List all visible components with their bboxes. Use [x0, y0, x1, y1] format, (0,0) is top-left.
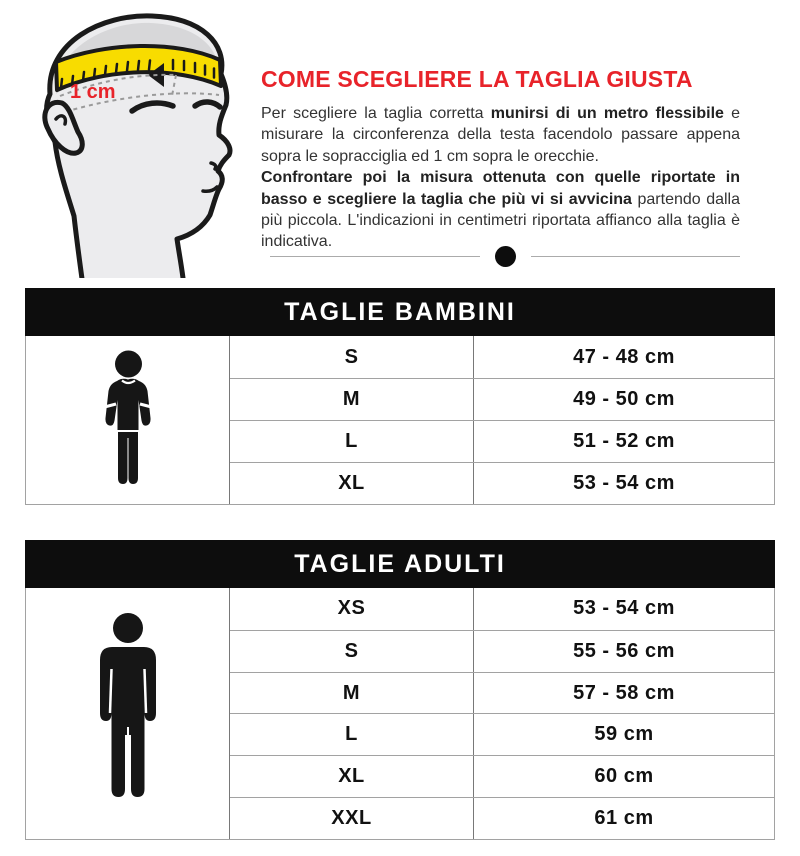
size-range: 53 - 54 cm [573, 597, 675, 620]
table-row: M 57 - 58 cm [230, 671, 774, 714]
size-range: 47 - 48 cm [573, 345, 675, 368]
table-row: XS 53 - 54 cm [230, 588, 774, 630]
intro-seg4-bold: Confrontare poi la misura ottenuta con q… [261, 169, 740, 208]
table-row: L 51 - 52 cm [230, 420, 774, 462]
section-divider [270, 245, 740, 267]
size-range: 49 - 50 cm [573, 388, 675, 410]
table-row: S 55 - 56 cm [230, 629, 774, 672]
page-title: COME SCEGLIERE LA TAGLIA GIUSTA [261, 66, 693, 92]
divider-line-left [270, 255, 480, 257]
intro-seg5: partendo dalla più piccola. L'indicazion… [261, 190, 741, 251]
size-label: M [230, 379, 474, 420]
table-taglie-adulti: TAGLIE ADULTI XS 53 - 54 cm [25, 540, 775, 840]
figure-cell-adult [26, 588, 230, 839]
dashed-guides [57, 73, 220, 115]
size-range: 61 cm [594, 807, 654, 830]
eyebrows [129, 99, 223, 114]
size-label: S [230, 336, 474, 378]
intro-seg2-bold: munirsi di un metro flessibile [490, 105, 724, 122]
size-range: 55 - 56 cm [573, 639, 675, 662]
size-label: XXL [230, 798, 474, 839]
table-row: S 47 - 48 cm [230, 336, 774, 378]
ear-inner [54, 114, 68, 126]
divider-line-right [530, 255, 740, 257]
intro-seg1: Per scegliere la taglia corretta [261, 105, 491, 122]
size-range: 60 cm [594, 765, 654, 788]
table-row: XXL 61 cm [230, 797, 774, 839]
table-row: XL 60 cm [230, 755, 774, 798]
adult-silhouette-icon [99, 613, 156, 798]
size-range: 53 - 54 cm [573, 472, 675, 494]
size-tables: TAGLIE BAMBINI S 47 - 48 cm [25, 288, 775, 840]
table-row: XL 53 - 54 cm [230, 462, 774, 504]
size-range: 57 - 58 cm [573, 681, 675, 704]
how-to-measure-section: 1 cm COME SCEGLIERE LA TAGLIA GIUSTA Per… [0, 0, 800, 288]
size-label: S [230, 630, 474, 672]
divider-dot [494, 245, 516, 267]
table-title-adulti: TAGLIE ADULTI [25, 540, 775, 588]
intro-block: COME SCEGLIERE LA TAGLIA GIUSTA Per sceg… [261, 66, 740, 253]
ear [42, 99, 85, 156]
table-title-bambini: TAGLIE BAMBINI [25, 288, 775, 336]
size-label: XS [230, 588, 474, 630]
size-label: M [230, 672, 474, 714]
size-label: XL [230, 756, 474, 798]
intro-paragraph: Per scegliere la taglia corretta munirsi… [261, 103, 740, 253]
table-row: L 59 cm [230, 713, 774, 756]
tape-ticks [59, 58, 216, 90]
head-measure-illustration: 1 cm [42, 13, 233, 278]
size-label: L [230, 421, 474, 462]
size-label: L [230, 714, 474, 756]
intro-seg3: e misurare la circonferenza della testa … [261, 105, 741, 165]
child-silhouette-icon [103, 350, 152, 484]
size-range: 51 - 52 cm [573, 430, 675, 452]
size-label: XL [230, 463, 474, 504]
face-hints [201, 161, 219, 193]
table-row: M 49 - 50 cm [230, 378, 774, 420]
size-range: 59 cm [594, 723, 654, 746]
figure-cell-child [26, 336, 230, 504]
tape-distance-label: 1 cm [70, 81, 116, 103]
table-taglie-bambini: TAGLIE BAMBINI S 47 - 48 cm [25, 288, 775, 505]
